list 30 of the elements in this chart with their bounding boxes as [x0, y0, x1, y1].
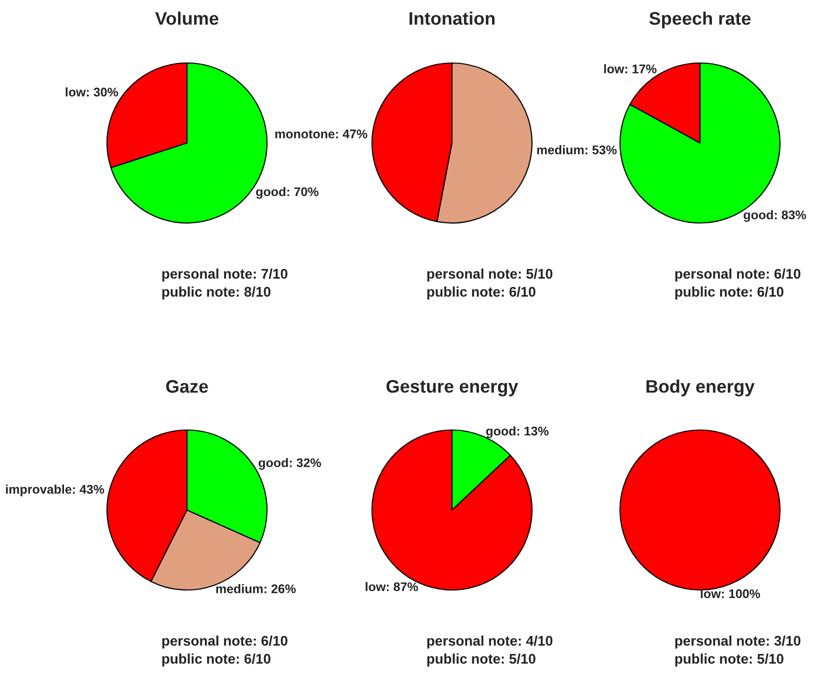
chart-title: Intonation [410, 12, 495, 25]
text: personal note: 4/10 [427, 636, 552, 648]
text: public note: 6/10 [675, 286, 784, 300]
text: public note: 8/10 [162, 286, 270, 300]
slice-label: medium: 53% [537, 145, 617, 154]
slice-label: improvable: 43% [6, 484, 104, 496]
slice-label: low: 87% [366, 582, 418, 592]
slice-label: good: 13% [486, 426, 549, 438]
text: personal note: 7/10 [162, 268, 288, 282]
chart-title: Body energy [646, 380, 755, 396]
slice-label: low: 30% [66, 87, 118, 97]
text: public note: 6/10 [427, 286, 536, 300]
chart-title: Volume [155, 12, 218, 25]
text: public note: 6/10 [162, 654, 270, 666]
text: personal note: 6/10 [675, 268, 800, 282]
slice-label: low: 17% [604, 64, 657, 74]
chart-title: Gaze [166, 380, 208, 393]
slice-label: low: 100% [700, 588, 760, 598]
text: personal note: 5/10 [427, 268, 552, 282]
slice-label: medium: 26% [216, 584, 296, 594]
text: public note: 5/10 [675, 654, 784, 666]
slice-label: good: 32% [258, 458, 322, 470]
text: personal note: 3/10 [675, 636, 800, 648]
slice-label: good: 83% [744, 210, 806, 222]
slice-label: monotone: 47% [275, 130, 368, 138]
text: personal note: 6/10 [162, 636, 288, 648]
slice-label: good: 70% [256, 186, 318, 199]
chart-title: Speech rate [649, 12, 751, 28]
text: public note: 5/10 [427, 654, 536, 666]
chart-title: Gesture energy [386, 380, 518, 396]
